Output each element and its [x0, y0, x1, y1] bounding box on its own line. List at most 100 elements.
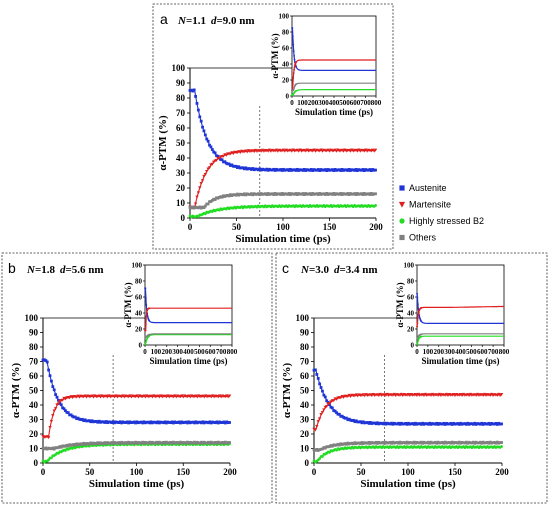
y-tick-label: 30 [300, 415, 310, 425]
data-point [152, 394, 156, 398]
data-point [398, 422, 402, 426]
data-point [216, 440, 220, 444]
x-tick-label: 0 [188, 222, 193, 232]
y-tick-label: 40 [300, 400, 310, 410]
data-point [196, 191, 201, 195]
data-point [227, 162, 231, 166]
data-point [378, 441, 382, 445]
inset-data-point [420, 333, 423, 336]
data-point [96, 420, 100, 424]
data-point [408, 441, 412, 444]
data-point [439, 422, 443, 426]
data-point [487, 441, 491, 445]
data-point [458, 393, 463, 397]
y-tick-label: 100 [172, 63, 186, 73]
data-point [114, 420, 118, 424]
data-point [195, 440, 199, 444]
data-point [322, 393, 326, 397]
x-tick-label: 100 [130, 467, 144, 477]
data-point [206, 139, 210, 143]
inset-line [145, 333, 232, 338]
data-point [149, 441, 153, 445]
y-tick-label: 20 [29, 429, 39, 439]
y-axis-label: α-PTM (%) [157, 115, 169, 171]
data-point [203, 133, 207, 137]
data-point [397, 441, 400, 445]
data-point [212, 441, 216, 445]
y-tick-label: 90 [176, 78, 186, 88]
data-point [57, 398, 60, 402]
data-point [162, 421, 166, 425]
data-point [60, 398, 65, 402]
data-point [202, 174, 206, 179]
data-point [377, 440, 381, 444]
data-point [490, 422, 494, 425]
data-point [484, 422, 488, 426]
data-point [387, 422, 391, 426]
data-point [385, 421, 389, 425]
data-point [230, 151, 234, 155]
data-point [446, 422, 450, 426]
data-point [373, 421, 377, 425]
data-point [321, 455, 324, 458]
series-austenite [188, 88, 377, 172]
data-point [215, 441, 219, 445]
data-point [429, 440, 433, 444]
panel-title: N=1.8 d=5.6 nm [26, 264, 104, 276]
data-point [201, 420, 205, 424]
title-d-value: =3.4 nm [339, 264, 377, 276]
data-point [466, 441, 470, 445]
series-martensite [312, 392, 504, 432]
data-point [336, 148, 340, 152]
data-point [435, 421, 439, 425]
data-point [325, 405, 329, 409]
inset-x-tick-label: 500 [466, 348, 477, 356]
data-point [195, 195, 199, 199]
data-point [48, 425, 52, 430]
data-point [462, 441, 465, 445]
data-point [440, 440, 444, 444]
inset-y-tick-label: 40 [282, 61, 290, 69]
data-point [366, 421, 369, 424]
data-point [323, 395, 327, 399]
data-point [420, 393, 425, 397]
data-point [460, 422, 464, 426]
data-point [369, 442, 372, 445]
data-point [69, 395, 73, 399]
data-point [340, 414, 344, 418]
data-point [431, 422, 434, 425]
data-point [176, 441, 180, 444]
data-point [370, 422, 374, 425]
data-point [170, 420, 174, 424]
data-point [216, 154, 220, 158]
data-point [466, 393, 470, 397]
data-point [412, 422, 416, 426]
data-point [211, 420, 215, 424]
panel-letter: a [160, 11, 168, 27]
data-point [43, 447, 46, 451]
data-point [118, 442, 122, 445]
data-point [246, 149, 251, 153]
inset-x-tick-label: 300 [172, 348, 183, 356]
data-point [438, 422, 441, 425]
data-point [221, 421, 224, 424]
data-point [197, 420, 201, 424]
y-tick-label: 70 [300, 357, 310, 367]
data-point [148, 440, 151, 444]
legend-marker [399, 185, 405, 191]
data-point [79, 442, 83, 446]
inset-data-point [416, 340, 419, 343]
data-point [141, 440, 144, 444]
data-point [129, 441, 133, 445]
data-point [347, 417, 351, 421]
panel-title: N=3.0 d=3.4 nm [300, 264, 378, 276]
inset-data-point [420, 320, 423, 323]
data-point [480, 441, 484, 445]
inset-x-tick-label: 300 [318, 99, 329, 107]
y-tick-label: 60 [300, 371, 310, 381]
y-tick-label: 0 [34, 458, 39, 468]
data-point [188, 421, 192, 425]
data-point [450, 423, 454, 426]
data-point [118, 420, 122, 424]
data-point [373, 441, 377, 445]
